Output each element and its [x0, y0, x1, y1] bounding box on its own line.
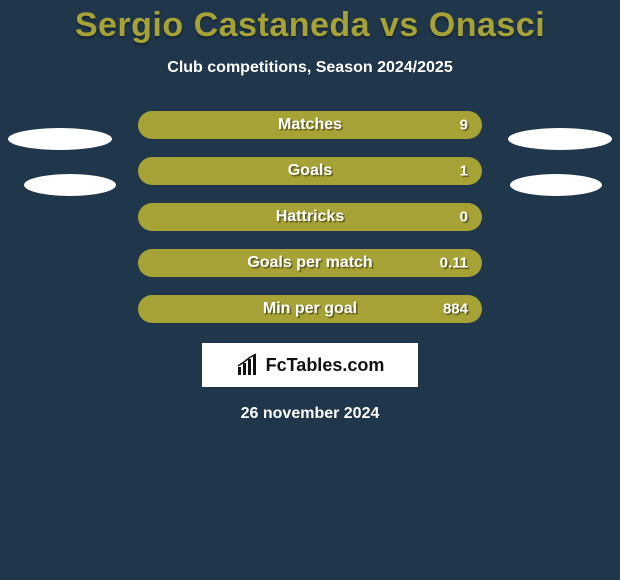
page-subtitle: Club competitions, Season 2024/2025: [0, 59, 620, 77]
stat-row: Goals per match 0.11: [0, 249, 620, 277]
stat-value: 884: [443, 301, 468, 318]
branding-box: FcTables.com: [202, 343, 418, 387]
stat-row: Min per goal 884: [0, 295, 620, 323]
stat-label: Goals per match: [247, 254, 372, 272]
stat-value: 1: [460, 163, 468, 180]
stat-value: 0: [460, 209, 468, 226]
stat-value: 0.11: [440, 255, 468, 272]
page-title: Sergio Castaneda vs Onasci: [0, 6, 620, 45]
stat-label: Hattricks: [276, 208, 344, 226]
stat-bar-goals: Goals 1: [138, 157, 482, 185]
comparison-card: Sergio Castaneda vs Onasci Club competit…: [0, 0, 620, 580]
stat-value: 9: [460, 117, 468, 134]
footer-date: 26 november 2024: [0, 405, 620, 423]
stat-label: Min per goal: [263, 300, 357, 318]
stat-label: Matches: [278, 116, 342, 134]
bars-icon: [236, 353, 260, 377]
stat-label: Goals: [288, 162, 332, 180]
stat-bar-goals-per-match: Goals per match 0.11: [138, 249, 482, 277]
stat-bar-min-per-goal: Min per goal 884: [138, 295, 482, 323]
stat-row: Goals 1: [0, 157, 620, 185]
stat-row: Matches 9: [0, 111, 620, 139]
stat-bar-matches: Matches 9: [138, 111, 482, 139]
branding-text: FcTables.com: [266, 355, 385, 376]
stat-bar-hattricks: Hattricks 0: [138, 203, 482, 231]
stat-row: Hattricks 0: [0, 203, 620, 231]
